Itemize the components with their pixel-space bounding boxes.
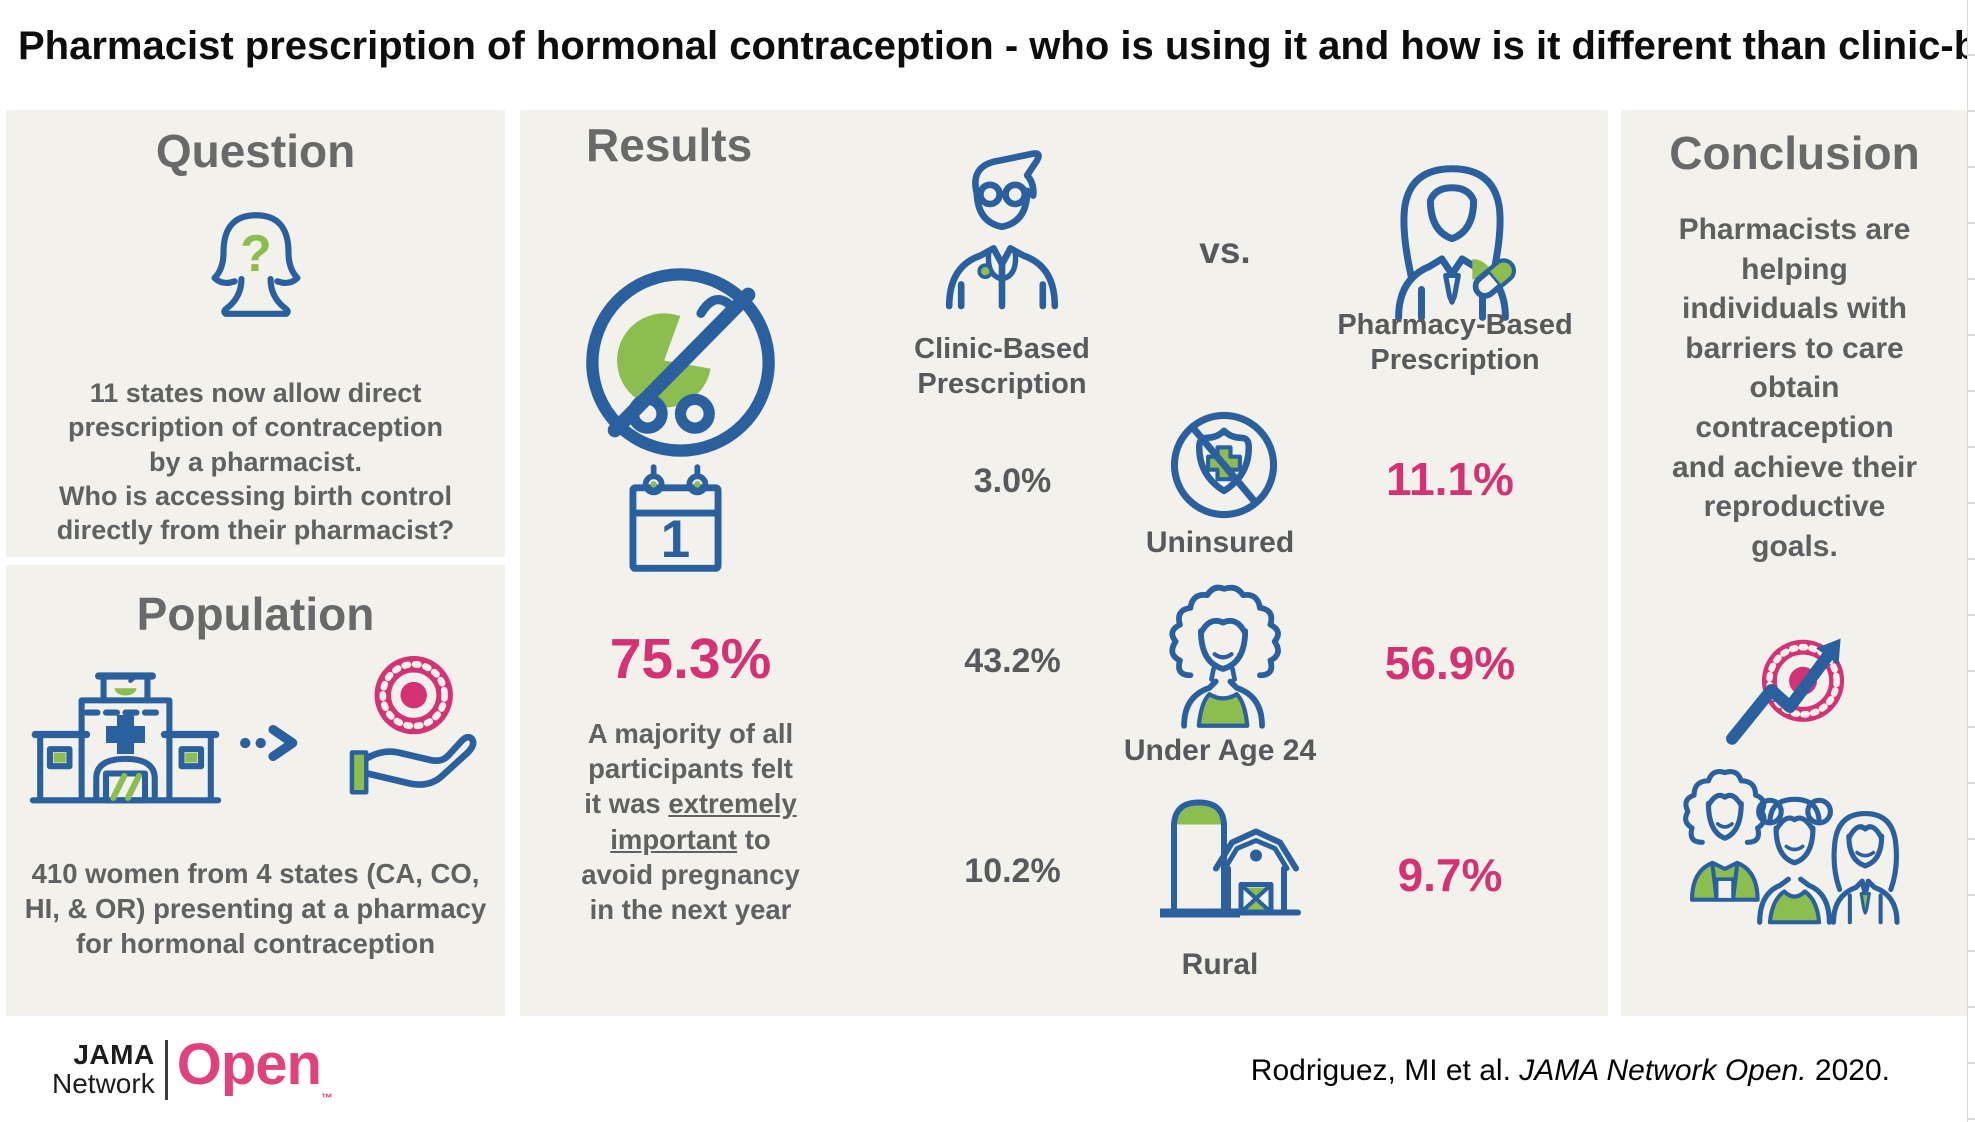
page-edge-ruler: [1967, 0, 1975, 1122]
conclusion-panel: Conclusion Pharmacists are helping indiv…: [1621, 110, 1968, 1016]
importance-value: 75.3%: [609, 627, 772, 691]
clinic-value-under24: 43.2%: [964, 642, 1061, 680]
citation-year: 2020.: [1814, 1054, 1890, 1087]
contraception-trend-icon: [1726, 638, 1845, 745]
trademark-symbol: ™: [320, 1091, 333, 1105]
no-insurance-icon: [1170, 411, 1278, 519]
row-label-rural: Rural: [1181, 948, 1259, 981]
hand-pill-pack-icon: [349, 655, 477, 795]
barn-icon: [1160, 799, 1301, 918]
importance-text: A majority of all participants felt it w…: [581, 718, 800, 925]
pharmacy-value-under24: 56.9%: [1384, 637, 1516, 689]
citation-authors: Rodriguez, MI et al.: [1250, 1054, 1520, 1087]
calendar-icon: 1: [629, 464, 722, 572]
citation: Rodriguez, MI et al. JAMA Network Open. …: [1180, 1054, 1890, 1088]
population-panel: Population: [6, 565, 505, 1016]
open-wordmark: Open™: [176, 1032, 333, 1105]
no-pregnancy-icon: [586, 268, 775, 457]
citation-journal: JAMA Network Open.: [1519, 1054, 1807, 1087]
woman-question-icon: ?: [211, 212, 301, 317]
clinic-column-label: Clinic-Based Prescription: [914, 333, 1090, 401]
results-panel: Results 1 75.3% A majority of all partic…: [520, 110, 1608, 1016]
clinic-value-uninsured: 3.0%: [973, 462, 1052, 500]
jama-network-open-logo: JAMA Network Open™: [52, 1032, 333, 1105]
results-heading: Results: [586, 119, 753, 171]
dotted-arrow-icon: [240, 724, 298, 762]
young-woman-icon: [1169, 584, 1281, 729]
question-text: 11 states now allow direct prescription …: [56, 378, 455, 546]
question-heading: Question: [155, 125, 356, 177]
calendar-day: 1: [661, 510, 690, 569]
doctor-icon: [945, 150, 1059, 310]
row-label-under24: Under Age 24: [1123, 734, 1317, 767]
population-heading: Population: [136, 588, 375, 640]
pharmacy-column-label: Pharmacy-Based Prescription: [1337, 309, 1573, 377]
pharmacy-building-icon: [29, 672, 222, 804]
conclusion-text: Pharmacists are helping individuals with…: [1671, 213, 1918, 563]
women-group-icon: [1683, 769, 1900, 925]
population-text: 410 women from 4 states (CA, CO, HI, & O…: [24, 858, 487, 959]
vs-label: vs.: [1199, 230, 1251, 271]
pharmacy-value-uninsured: 11.1%: [1386, 453, 1514, 505]
question-panel: Question ? 11 states now allow direct pr…: [6, 110, 505, 557]
conclusion-heading: Conclusion: [1669, 127, 1920, 179]
svg-text:?: ?: [240, 224, 271, 282]
page-title: Pharmacist prescription of hormonal cont…: [18, 24, 1975, 68]
logo-divider: [164, 1040, 168, 1100]
clinic-value-rural: 10.2%: [964, 852, 1061, 890]
jama-network-wordmark: JAMA Network: [52, 1039, 155, 1099]
row-label-uninsured: Uninsured: [1145, 526, 1295, 559]
pharmacist-icon: [1395, 165, 1517, 321]
pharmacy-value-rural: 9.7%: [1397, 849, 1503, 901]
